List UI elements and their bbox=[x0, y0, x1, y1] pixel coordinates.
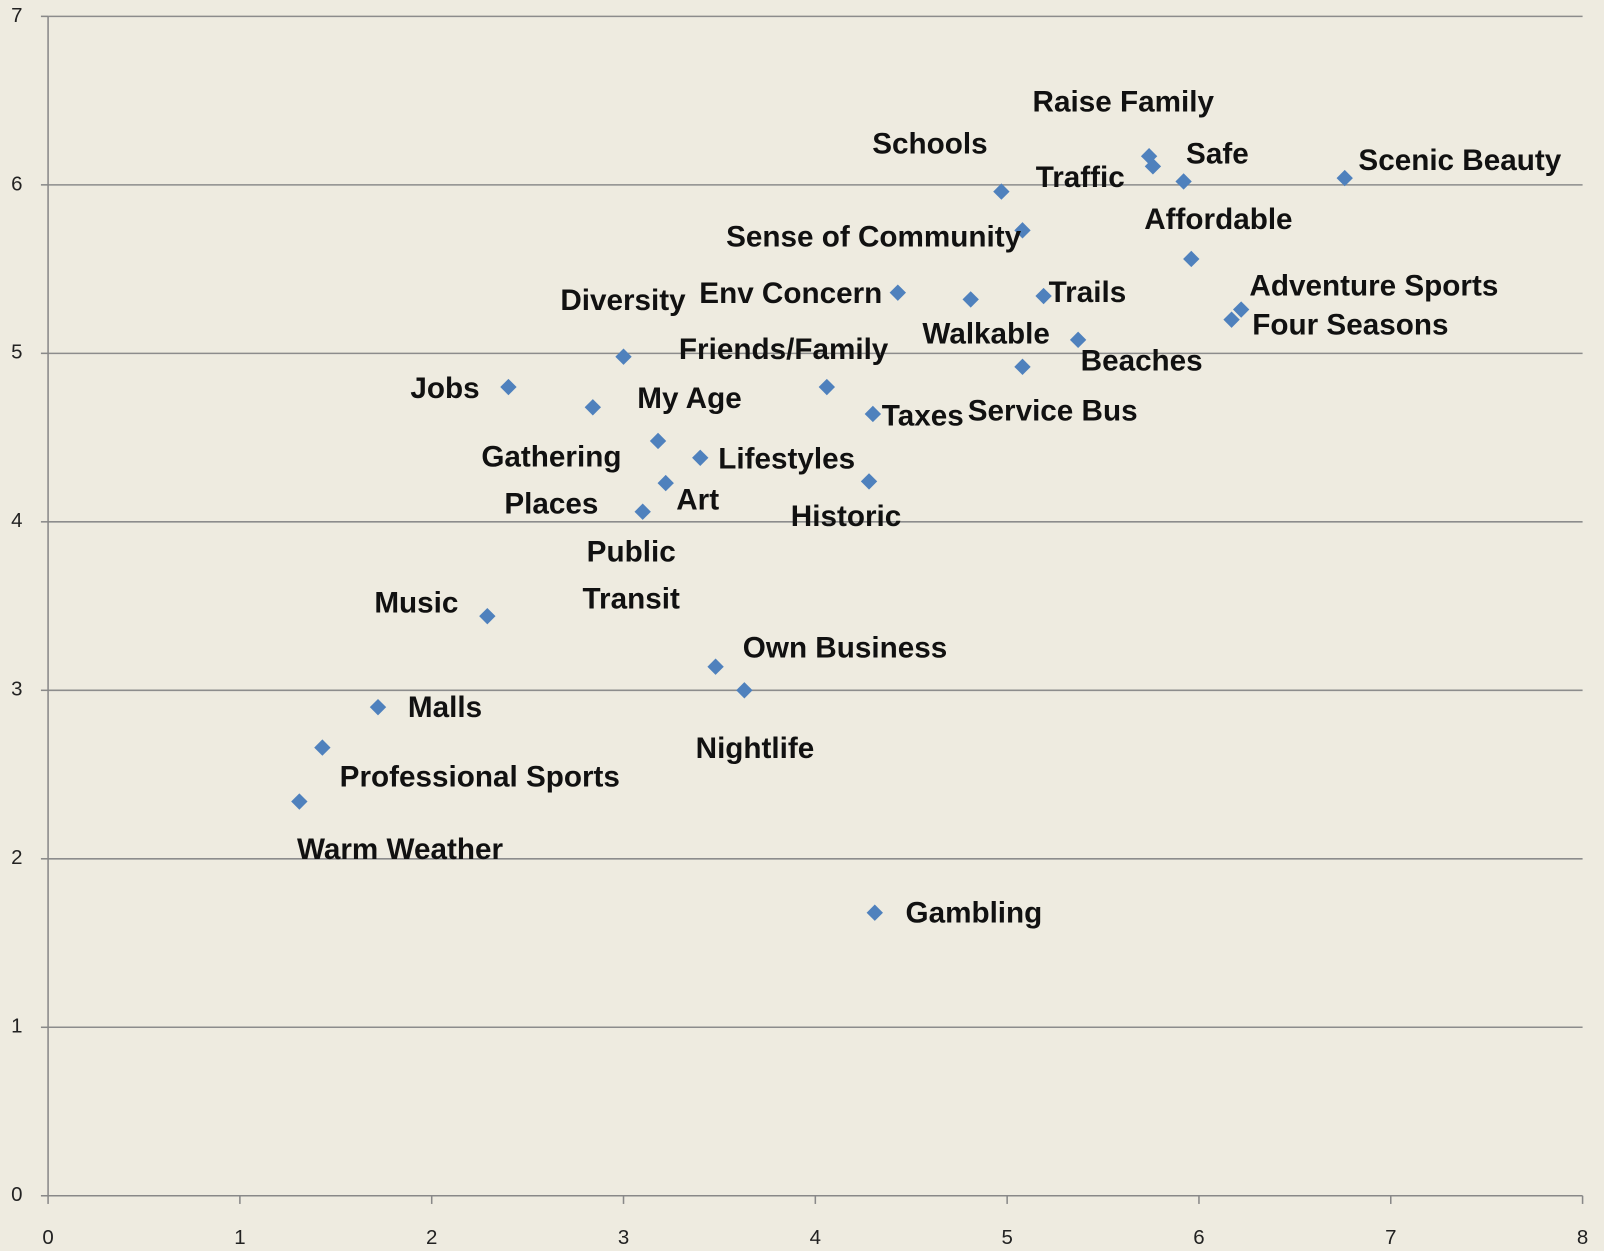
point-label: Public Transit bbox=[582, 535, 680, 616]
y-tick-label: 7 bbox=[11, 4, 22, 27]
point bbox=[860, 473, 878, 490]
point bbox=[584, 399, 602, 416]
point bbox=[1014, 358, 1031, 376]
point-label: Adventure Sports bbox=[1249, 270, 1499, 303]
point-label: Four Seasons bbox=[1252, 308, 1449, 342]
point-label: Sense of Community bbox=[726, 220, 1022, 254]
point-label: Gathering Places bbox=[481, 440, 622, 521]
y-tick-label: 6 bbox=[11, 172, 22, 195]
point-label: Service Bus bbox=[967, 394, 1138, 428]
point bbox=[1232, 301, 1250, 318]
point bbox=[866, 904, 883, 921]
point bbox=[1183, 250, 1200, 268]
x-tick-label: 0 bbox=[42, 1226, 53, 1249]
point-label: Affordable bbox=[1144, 203, 1293, 237]
point-label: Diversity bbox=[560, 284, 686, 318]
point-label: Lifestyles bbox=[718, 442, 856, 476]
y-tick-label: 1 bbox=[11, 1015, 22, 1038]
point-label: Gambling bbox=[905, 897, 1043, 930]
point-label: Trails bbox=[1048, 276, 1127, 309]
x-tick-label: 6 bbox=[1193, 1226, 1204, 1249]
point-label: Warm Weather bbox=[296, 833, 504, 867]
point-label: Professional Sports bbox=[339, 761, 620, 794]
point-label: Schools bbox=[872, 127, 988, 161]
point bbox=[818, 378, 836, 396]
point-label: Nightlife bbox=[695, 732, 815, 766]
point bbox=[864, 405, 882, 423]
point bbox=[962, 291, 979, 308]
y-tick-label: 3 bbox=[11, 678, 22, 701]
point bbox=[500, 378, 517, 396]
point-label: Traffic bbox=[1035, 161, 1125, 195]
point bbox=[707, 658, 724, 675]
x-tick-label: 2 bbox=[426, 1226, 437, 1249]
point-label: Music bbox=[374, 587, 459, 620]
y-tick-label: 4 bbox=[11, 509, 22, 532]
point bbox=[657, 474, 674, 492]
point-label: My Age bbox=[637, 382, 742, 416]
x-tick-label: 1 bbox=[234, 1226, 245, 1249]
x-tick-label: 8 bbox=[1577, 1226, 1588, 1249]
point bbox=[993, 183, 1010, 200]
x-tick-label: 7 bbox=[1385, 1226, 1396, 1249]
point bbox=[736, 682, 753, 699]
point-label: Taxes bbox=[881, 399, 964, 433]
point bbox=[479, 607, 496, 625]
point-label: Safe bbox=[1186, 138, 1249, 171]
point-label: Scenic Beauty bbox=[1358, 144, 1562, 177]
y-tick-label: 5 bbox=[11, 341, 22, 364]
point bbox=[1336, 169, 1353, 187]
point-label: Walkable bbox=[922, 318, 1050, 351]
point-label: Historic bbox=[790, 500, 902, 533]
point bbox=[1223, 311, 1240, 328]
x-tick-label: 3 bbox=[618, 1226, 629, 1249]
point-label: Jobs bbox=[410, 372, 480, 406]
point bbox=[649, 432, 667, 450]
point-label: Beaches bbox=[1080, 344, 1203, 378]
point-label: Env Concern bbox=[699, 277, 883, 310]
point bbox=[1144, 158, 1162, 175]
point bbox=[615, 348, 632, 365]
y-tick-label: 2 bbox=[11, 846, 22, 869]
point-label: Malls bbox=[407, 691, 483, 725]
point-label: Own Business bbox=[742, 632, 948, 665]
x-tick-label: 5 bbox=[1001, 1226, 1012, 1249]
point-label: Art bbox=[676, 483, 720, 517]
point bbox=[889, 284, 906, 301]
y-tick-label: 0 bbox=[11, 1183, 22, 1206]
point bbox=[1014, 222, 1031, 239]
point-label: Friends/Family bbox=[678, 333, 889, 367]
point bbox=[369, 698, 387, 716]
point bbox=[314, 739, 331, 756]
point bbox=[291, 793, 308, 810]
point bbox=[1175, 173, 1192, 190]
point bbox=[634, 503, 651, 520]
x-tick-label: 4 bbox=[810, 1226, 821, 1249]
point bbox=[692, 449, 709, 466]
point-label: Raise Family bbox=[1032, 85, 1214, 119]
